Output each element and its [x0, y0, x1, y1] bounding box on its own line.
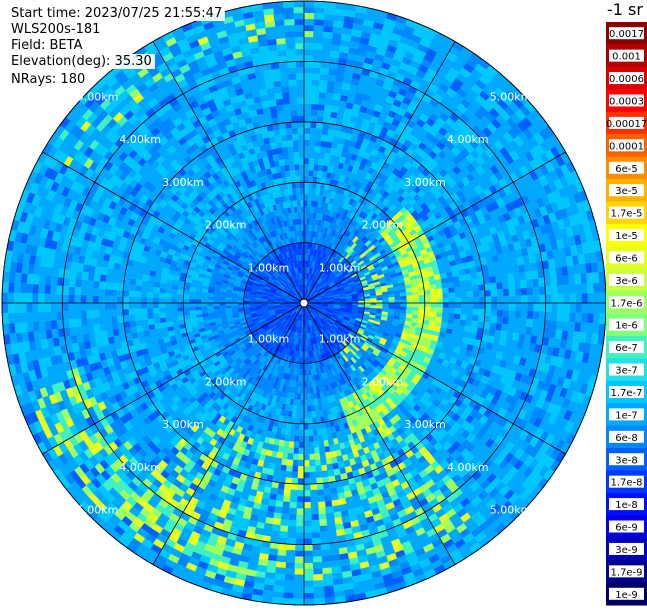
range-label: 1.00km: [319, 333, 361, 346]
colorbar-tick-bg: [609, 363, 644, 376]
colorbar-tick-bg: [609, 565, 644, 578]
colorbar-tick-bg: [609, 161, 644, 174]
colorbar-tick-bg: [609, 229, 644, 242]
colorbar-tick-bg: [609, 453, 644, 466]
colorbar-tick-bg: [609, 385, 644, 398]
colorbar-tick-bg: [609, 296, 644, 309]
elevation-label: Elevation(deg): 35.30: [8, 54, 155, 69]
colorbar-tick-bg: [609, 475, 644, 488]
range-label: 2.00km: [362, 219, 404, 232]
radial-line: [42, 302, 305, 455]
colorbar-tick-bg: [609, 587, 644, 600]
colorbar-tick-label: 1.7e-6: [610, 298, 642, 309]
colorbar-tick-label: 1.7e-8: [610, 478, 642, 489]
radial-line: [152, 302, 305, 565]
colorbar-tick-label: 6e-9: [615, 523, 638, 534]
colorbar-legend: -1 sr 0.0017 0.001 0.0006 0.0003 0.00017 0.00…: [606, 0, 647, 607]
colorbar-tick-label: 1.7e-9: [610, 567, 642, 578]
colorbar-tick-bg: [609, 542, 644, 555]
colorbar-tick-label: 3e-7: [615, 366, 638, 377]
radial-line: [152, 41, 305, 304]
colorbar-tick-bg: [609, 206, 644, 219]
colorbar-title: -1 sr: [607, 0, 643, 19]
colorbar-tick-label: 0.0006: [609, 74, 644, 85]
range-label: 3.00km: [404, 418, 446, 431]
range-label: 2.00km: [362, 375, 404, 388]
colorbar-tick-bg: [609, 27, 644, 40]
ppi-scan-plot: 1.00km 1.00km 1.00km 1.00km 2.00km 2.00km 2.00…: [1, 0, 607, 606]
colorbar-tick-bg: [609, 520, 644, 533]
colorbar: 0.0017 0.001 0.0006 0.0003 0.00017 0.0001 6e-5…: [606, 22, 647, 606]
colorbar-tick-label: 1e-7: [615, 410, 638, 421]
radial-line: [303, 151, 566, 304]
range-label: 3.00km: [404, 176, 446, 189]
colorbar-tick-label: 0.00017: [606, 119, 647, 130]
colorbar-tick-label: 6e-6: [615, 253, 638, 264]
colorbar-tick-bg: [609, 139, 644, 152]
colorbar-tick-label: 1e-9: [615, 590, 638, 601]
colorbar-tick-label: 3e-5: [615, 186, 638, 197]
colorbar-tick-bg: [609, 49, 644, 62]
range-label: 1.00km: [248, 261, 290, 274]
range-label: 3.00km: [162, 418, 204, 431]
range-label: 2.00km: [205, 219, 247, 232]
colorbar-tick-label: 0.0003: [609, 96, 644, 107]
colorbar-tick-label: 0.0001: [609, 141, 644, 152]
colorbar-tick-bg: [609, 341, 644, 354]
colorbar-tick-bg: [609, 430, 644, 443]
radial-lines: [2, 1, 606, 605]
colorbar-tick-label: 0.0017: [609, 29, 644, 40]
colorbar-tick-label: 1e-8: [615, 500, 638, 511]
colorbar-tick-bg: [609, 408, 644, 421]
field-label: Field: BETA: [8, 38, 86, 53]
radar-center-marker: [299, 298, 309, 308]
range-label: 5.00km: [77, 91, 119, 104]
colorbar-tick-label: 3e-8: [615, 455, 638, 466]
colorbar-tick-bg: [609, 273, 644, 286]
range-labels: 1.00km 1.00km 1.00km 1.00km 2.00km 2.00km 2.00…: [77, 91, 532, 517]
start-time-label: Start time: 2023/07/25 21:55:47: [8, 6, 226, 21]
colorbar-tick-bg: [609, 116, 644, 129]
radial-line: [303, 41, 456, 304]
radial-line: [303, 302, 456, 565]
range-label: 4.00km: [447, 461, 489, 474]
range-label: 4.00km: [119, 461, 161, 474]
range-label: 1.00km: [248, 333, 290, 346]
colorbar-tick-label: 6e-7: [615, 343, 638, 354]
colorbar-tick-bg: [609, 498, 644, 511]
range-label: 4.00km: [447, 133, 489, 146]
colorbar-tick-label: 3e-9: [615, 545, 638, 556]
radial-line: [303, 302, 566, 455]
range-label: 5.00km: [490, 504, 532, 517]
range-label: 5.00km: [490, 91, 532, 104]
colorbar-tick-label: 1e-6: [615, 321, 638, 332]
colorbar-tick-bg: [609, 72, 644, 85]
colorbar-tick-bg: [609, 318, 644, 331]
range-label: 1.00km: [319, 261, 361, 274]
colorbar-tick-label: 3e-6: [615, 276, 638, 287]
colorbar-tick-label: 1e-5: [615, 231, 638, 242]
nrays-label: NRays: 180: [8, 72, 89, 87]
colorbar-tick-label: 1.7e-5: [610, 209, 642, 220]
colorbar-tick-bg: [609, 94, 644, 107]
colorbar-tick-label: 0.001: [612, 52, 641, 63]
range-label: 4.00km: [119, 133, 161, 146]
radial-line: [42, 151, 305, 304]
colorbar-tick-label: 6e-8: [615, 433, 638, 444]
colorbar-tick-label: 1.7e-7: [610, 388, 642, 399]
range-label: 3.00km: [162, 176, 204, 189]
colorbar-tick-bg: [609, 251, 644, 264]
range-label: 2.00km: [205, 375, 247, 388]
colorbar-tick-bg: [609, 184, 644, 197]
range-label: 5.00km: [77, 504, 119, 517]
colorbar-tick-label: 6e-5: [615, 164, 638, 175]
station-label: WLS200s-181: [8, 22, 104, 37]
